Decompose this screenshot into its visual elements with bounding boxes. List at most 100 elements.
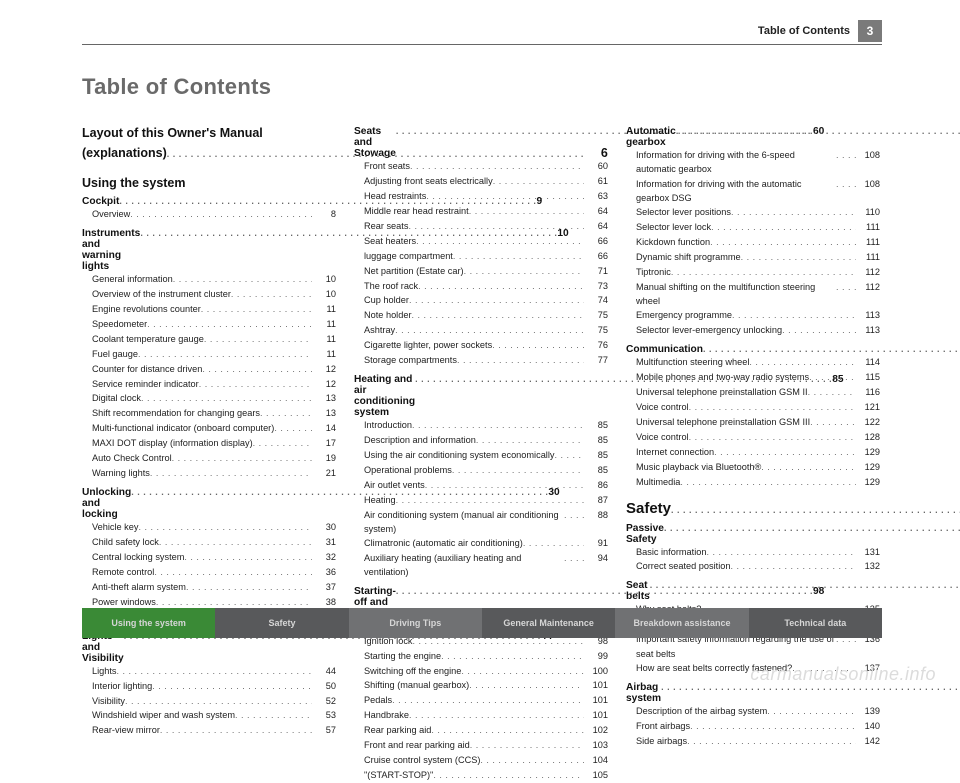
toc-entry: Cigarette lighter, power sockets76 <box>354 338 608 353</box>
toc-page: 111 <box>856 250 880 264</box>
toc-page: 111 <box>856 235 880 249</box>
toc-label: Air conditioning system (manual air cond… <box>364 508 564 537</box>
toc-entry: Starting the engine99 <box>354 649 608 664</box>
toc-entry: Handbrake101 <box>354 708 608 723</box>
leader-dots <box>492 339 584 353</box>
toc-label: Selector lever-emergency unlocking <box>636 323 782 337</box>
toc-label: Visibility <box>92 694 125 708</box>
toc-page: 85 <box>584 433 608 447</box>
toc-entry: Multifunction steering wheel114 <box>626 355 880 370</box>
toc-entry: Using the air conditioning system econom… <box>354 448 608 463</box>
leader-dots <box>412 419 584 433</box>
leader-dots <box>836 281 856 295</box>
leader-dots <box>461 665 584 679</box>
toc-page: 105 <box>584 768 608 782</box>
leader-dots <box>141 392 312 406</box>
toc-label: Front airbags <box>636 719 690 733</box>
toc-label: Information for driving with the automat… <box>636 177 836 206</box>
footer-tab[interactable]: Safety <box>215 608 348 638</box>
toc-label: Introduction <box>364 418 412 432</box>
toc-page: 140 <box>856 719 880 733</box>
leader-dots <box>761 461 856 475</box>
toc-label: Cruise control system (CCS) <box>364 753 480 767</box>
leader-dots <box>418 280 584 294</box>
toc-entry: Air outlet vents86 <box>354 478 608 493</box>
toc-label: Auto Check Control <box>92 451 172 465</box>
toc-page: 100 <box>584 664 608 678</box>
leader-dots <box>117 665 312 679</box>
toc-entry: Universal telephone preinstallation GSM … <box>626 415 880 430</box>
footer-tab[interactable]: General Maintenance <box>482 608 615 638</box>
toc-label: Storage compartments <box>364 353 457 367</box>
toc-entry: Head restraints63 <box>354 189 608 204</box>
toc-entry: Description and information85 <box>354 433 608 448</box>
toc-label: Coolant temperature gauge <box>92 332 204 346</box>
toc-entry: Remote control36 <box>82 565 336 580</box>
toc-page: 44 <box>312 664 336 678</box>
toc-page: 14 <box>312 421 336 435</box>
toc-page: 50 <box>312 679 336 693</box>
toc-label: Rear seats <box>364 219 408 233</box>
toc-label: Front seats <box>364 159 410 173</box>
toc-entry: Selector lever lock111 <box>626 220 880 235</box>
toc-page: 94 <box>584 551 608 565</box>
leader-dots <box>408 220 584 234</box>
toc-label: Adjusting front seats electrically <box>364 174 493 188</box>
toc-page: 10 <box>312 272 336 286</box>
leader-dots <box>396 494 584 508</box>
toc-entry: Visibility52 <box>82 694 336 709</box>
leader-dots <box>480 754 584 768</box>
toc-entry: Switching off the engine100 <box>354 664 608 679</box>
toc-entry: Interior lighting50 <box>82 679 336 694</box>
toc-page: 91 <box>584 536 608 550</box>
toc-page: 114 <box>856 355 880 369</box>
toc-label: Overview of the instrument cluster <box>92 287 231 301</box>
toc-label: Airbag system <box>626 682 661 704</box>
toc-section-head: Using the system <box>82 176 336 190</box>
leader-dots <box>810 416 856 430</box>
leader-dots <box>671 266 856 280</box>
toc-label: Shifting (manual gearbox) <box>364 678 469 692</box>
toc-entry: Selector lever positions110 <box>626 205 880 220</box>
running-header: Table of Contents 3 <box>758 20 882 42</box>
footer-tab[interactable]: Technical data <box>749 608 882 638</box>
toc-page: 38 <box>312 595 336 609</box>
leader-dots <box>650 580 960 590</box>
leader-dots <box>431 724 584 738</box>
toc-label: Mobile phones and two-way radio systems <box>636 370 809 384</box>
toc-label: Starting the engine <box>364 649 441 663</box>
toc-subsection: Passive Safety131 <box>626 523 880 545</box>
toc-label: Multi-functional indicator (onboard comp… <box>92 421 274 435</box>
leader-dots <box>690 720 856 734</box>
leader-dots <box>564 509 584 523</box>
toc-entry: Front airbags 140 <box>626 719 880 734</box>
toc-page: 88 <box>584 508 608 522</box>
footer-tab[interactable]: Using the system <box>82 608 215 638</box>
leader-dots <box>457 354 584 368</box>
toc-label: Description of the airbag system <box>636 704 767 718</box>
footer-tabs: Using the systemSafetyDriving TipsGenera… <box>82 608 882 638</box>
toc-label: Net partition (Estate car) <box>364 264 464 278</box>
toc-page: 74 <box>584 293 608 307</box>
leader-dots <box>441 650 584 664</box>
toc-page: 64 <box>584 204 608 218</box>
leader-dots <box>433 769 584 783</box>
toc-label: Central locking system <box>92 550 184 564</box>
toc-label: Operational problems <box>364 463 452 477</box>
toc-label: Ashtray <box>364 323 395 337</box>
toc-page: 53 <box>312 708 336 722</box>
toc-column-2: Seats and Stowage60Front seats60Adjustin… <box>354 120 608 783</box>
leader-dots <box>172 452 312 466</box>
toc-label: MAXI DOT display (information display) <box>92 436 253 450</box>
toc-entry: Digital clock13 <box>82 391 336 406</box>
footer-tab[interactable]: Driving Tips <box>349 608 482 638</box>
leader-dots <box>150 467 312 481</box>
toc-entry: Operational problems85 <box>354 463 608 478</box>
toc-label: Instruments and warning lights <box>82 228 140 272</box>
toc-page: 122 <box>856 415 880 429</box>
toc-page: 63 <box>584 189 608 203</box>
footer-tab[interactable]: Breakdown assistance <box>615 608 748 638</box>
toc-label: Child safety lock <box>92 535 159 549</box>
toc-label: Cup holder <box>364 293 409 307</box>
toc-label: Voice control <box>636 400 689 414</box>
